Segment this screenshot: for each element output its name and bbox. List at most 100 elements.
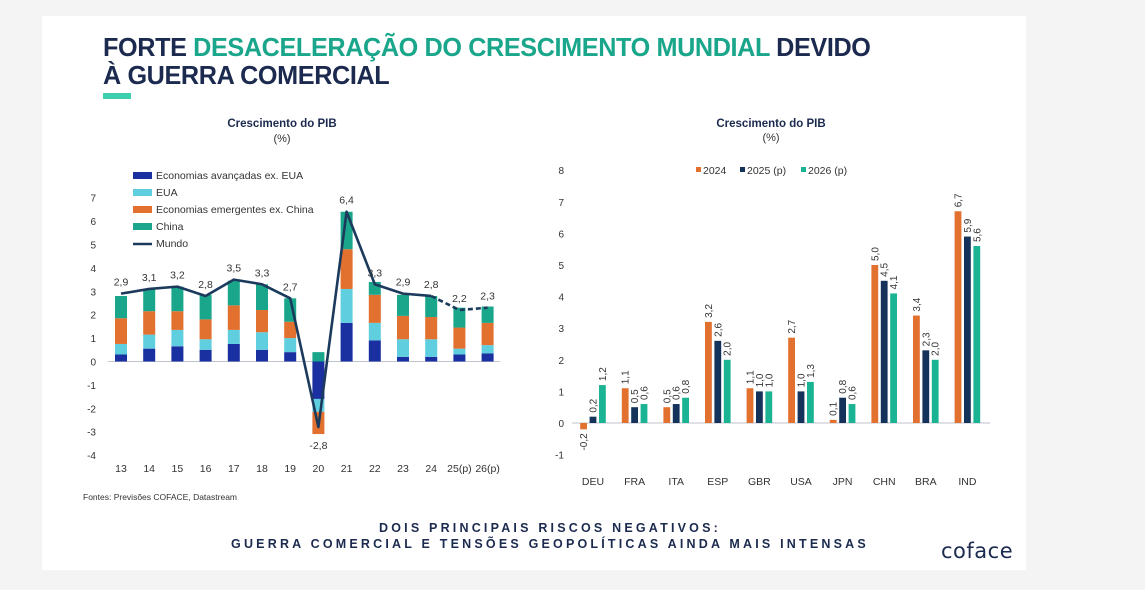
data-label: 1,0 bbox=[797, 373, 808, 387]
legend-label: EUA bbox=[156, 187, 178, 199]
data-label: 4,1 bbox=[889, 275, 900, 289]
bar-segment bbox=[425, 339, 438, 357]
data-label: -0,2 bbox=[579, 433, 590, 451]
left-chart-title: Crescimento do PIB bbox=[227, 118, 337, 130]
y-tick-label: 5 bbox=[558, 261, 564, 272]
data-label: 3,5 bbox=[226, 263, 241, 275]
bar bbox=[807, 381, 814, 423]
legend-label: Economias avançadas ex. EUA bbox=[156, 170, 303, 182]
y-tick-label: 4 bbox=[558, 293, 564, 304]
bar bbox=[756, 391, 763, 423]
bar bbox=[797, 391, 805, 423]
bar bbox=[839, 397, 846, 423]
x-tick-label: 17 bbox=[228, 463, 240, 475]
y-tick-label: -2 bbox=[87, 404, 96, 415]
x-tick-label: 19 bbox=[284, 463, 296, 475]
right-chart-subtitle: (%) bbox=[762, 132, 780, 144]
bar-segment bbox=[171, 346, 184, 362]
bar-segment bbox=[227, 305, 240, 330]
y-tick-label: -1 bbox=[87, 381, 96, 392]
bar bbox=[663, 407, 671, 423]
data-label: 3,1 bbox=[142, 272, 157, 284]
bar bbox=[931, 359, 939, 423]
data-label: 2,9 bbox=[396, 277, 411, 289]
slide bbox=[42, 16, 1026, 570]
bar-segment bbox=[312, 352, 325, 362]
data-label: 0,1 bbox=[829, 402, 840, 416]
data-label: 1,0 bbox=[764, 373, 775, 387]
bar bbox=[672, 404, 680, 423]
bar-segment bbox=[143, 288, 156, 312]
y-tick-label: 2 bbox=[90, 311, 96, 322]
world-line bbox=[120, 210, 432, 429]
data-label: 3,2 bbox=[704, 304, 715, 318]
data-label: 2,0 bbox=[723, 341, 734, 355]
bar-segment bbox=[256, 284, 268, 311]
bar bbox=[705, 321, 712, 423]
title-accent: DESACELERAÇÃO DO CRESCIMENTO MUNDIAL bbox=[193, 32, 770, 62]
bar-segment bbox=[481, 353, 494, 362]
bar-segment bbox=[199, 294, 212, 320]
y-tick-label: 2 bbox=[558, 356, 564, 367]
data-label: 1,2 bbox=[598, 367, 609, 381]
x-tick-label: 16 bbox=[200, 463, 212, 475]
bar-segment bbox=[340, 322, 353, 362]
bar bbox=[723, 359, 731, 423]
bar bbox=[829, 419, 837, 423]
data-label: 6,7 bbox=[954, 193, 965, 207]
x-tick-label: CHN bbox=[873, 476, 896, 488]
data-label: 1,3 bbox=[806, 364, 817, 378]
bar-segment bbox=[143, 348, 156, 362]
bar-segment bbox=[453, 348, 466, 355]
data-label: 3,3 bbox=[255, 267, 270, 279]
data-label: 5,0 bbox=[870, 247, 881, 261]
y-tick-label: 1 bbox=[90, 334, 96, 345]
x-tick-label: 21 bbox=[341, 463, 353, 475]
bar-segment bbox=[284, 352, 297, 362]
data-label: 2,3 bbox=[480, 291, 495, 303]
bar-segment bbox=[397, 356, 409, 362]
y-tick-label: 6 bbox=[558, 229, 564, 240]
bar-segment bbox=[115, 354, 127, 362]
left-chart-subtitle: (%) bbox=[273, 133, 291, 145]
bar-segment bbox=[199, 349, 212, 362]
data-label: 2,0 bbox=[931, 341, 942, 355]
bar-segment bbox=[115, 318, 127, 344]
legend-label: China bbox=[156, 221, 184, 233]
bar bbox=[973, 246, 981, 423]
y-tick-label: 7 bbox=[90, 194, 96, 205]
data-label: 4,5 bbox=[880, 262, 891, 276]
data-label: 2,8 bbox=[198, 279, 213, 291]
x-tick-label: 20 bbox=[313, 463, 325, 475]
bar-segment bbox=[143, 334, 156, 349]
bar-segment bbox=[227, 343, 240, 362]
bar-segment bbox=[312, 361, 325, 399]
coface-logo: coface bbox=[941, 539, 1014, 563]
x-tick-label: 22 bbox=[369, 463, 381, 475]
title-underline bbox=[103, 93, 131, 99]
bar-segment bbox=[368, 322, 381, 341]
bar bbox=[746, 388, 754, 423]
x-tick-label: 15 bbox=[172, 463, 184, 475]
bar bbox=[964, 236, 971, 423]
data-label: 2,7 bbox=[283, 281, 298, 293]
data-label: 2,8 bbox=[424, 279, 439, 291]
bar bbox=[848, 404, 856, 423]
data-label: 0,6 bbox=[848, 386, 859, 400]
bar-segment bbox=[368, 294, 381, 323]
bar-segment bbox=[256, 310, 268, 333]
legend-label: Economias emergentes ex. China bbox=[156, 204, 314, 216]
bar-segment bbox=[199, 339, 212, 350]
bar-segment bbox=[481, 345, 494, 354]
x-tick-label: 14 bbox=[143, 463, 155, 475]
title-part2: DEVIDO bbox=[769, 32, 871, 62]
footer-line1: DOIS PRINCIPAIS RISCOS NEGATIVOS: bbox=[379, 521, 721, 535]
legend-swatch bbox=[740, 167, 745, 172]
source-note: Fontes: Previsões COFACE, Datastream bbox=[83, 492, 237, 502]
x-tick-label: ESP bbox=[707, 476, 728, 488]
bar bbox=[580, 423, 587, 430]
bar bbox=[631, 407, 638, 423]
data-label: 1,1 bbox=[621, 370, 632, 384]
legend-label: 2024 bbox=[703, 165, 727, 177]
